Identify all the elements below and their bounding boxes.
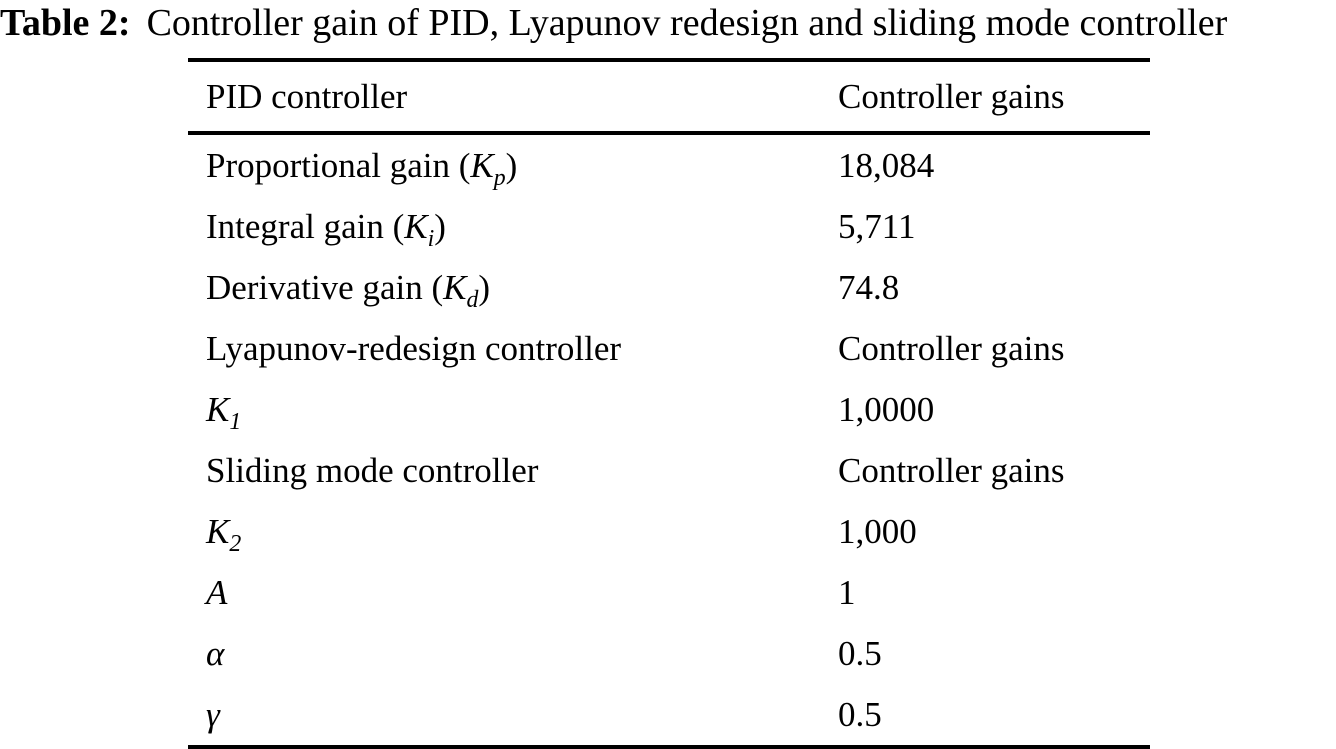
row-value: Controller gains xyxy=(838,328,1065,368)
table-row: Lyapunov-redesign controller Controller … xyxy=(188,318,1150,379)
row-label: Integral gain (Ki) xyxy=(206,206,446,252)
row-value: Controller gains xyxy=(838,450,1065,490)
table-row: K1 1,0000 xyxy=(188,379,1150,440)
row-value: 1,000 xyxy=(838,511,917,551)
table-bottom-rule xyxy=(188,745,1150,749)
row-value: 5,711 xyxy=(838,206,916,246)
row-value: 0.5 xyxy=(838,633,882,673)
table-header-rule xyxy=(188,131,1150,135)
table-row: Integral gain (Ki) 5,711 xyxy=(188,196,1150,257)
row-label: Sliding mode controller xyxy=(206,450,539,490)
table-row: Derivative gain (Kd) 74.8 xyxy=(188,257,1150,318)
row-value: 74.8 xyxy=(838,267,900,307)
row-value: 1 xyxy=(838,572,856,612)
row-label: γ xyxy=(206,694,220,734)
row-label: K1 xyxy=(206,389,242,435)
row-label: A xyxy=(206,572,228,612)
table-row: Sliding mode controller Controller gains xyxy=(188,440,1150,501)
row-value: 1,0000 xyxy=(838,389,935,429)
table-caption-text: Controller gain of PID, Lyapunov redesig… xyxy=(146,2,1228,44)
row-label: Derivative gain (Kd) xyxy=(206,267,491,313)
table-header-row: PID controller Controller gains xyxy=(188,62,1150,131)
row-label: K2 xyxy=(206,511,242,557)
row-label: Lyapunov-redesign controller xyxy=(206,328,622,368)
row-label: Proportional gain (Kp) xyxy=(206,145,518,191)
row-value: 0.5 xyxy=(838,694,882,734)
header-col-controller-gains: Controller gains xyxy=(838,76,1065,116)
table-top-rule xyxy=(188,58,1150,62)
header-col-pid-controller: PID controller xyxy=(206,76,408,116)
controller-gains-table: PID controller Controller gains Proporti… xyxy=(188,58,1150,749)
row-label: α xyxy=(206,633,225,673)
table-caption-label: Table 2: xyxy=(0,2,131,44)
table-caption: Table 2: Controller gain of PID, Lyapunov… xyxy=(0,2,1227,46)
row-value: 18,084 xyxy=(838,145,935,185)
table-row: γ 0.5 xyxy=(188,684,1150,745)
table-row: α 0.5 xyxy=(188,623,1150,684)
table-row: A 1 xyxy=(188,562,1150,623)
table-row: K2 1,000 xyxy=(188,501,1150,562)
table-row: Proportional gain (Kp) 18,084 xyxy=(188,135,1150,196)
